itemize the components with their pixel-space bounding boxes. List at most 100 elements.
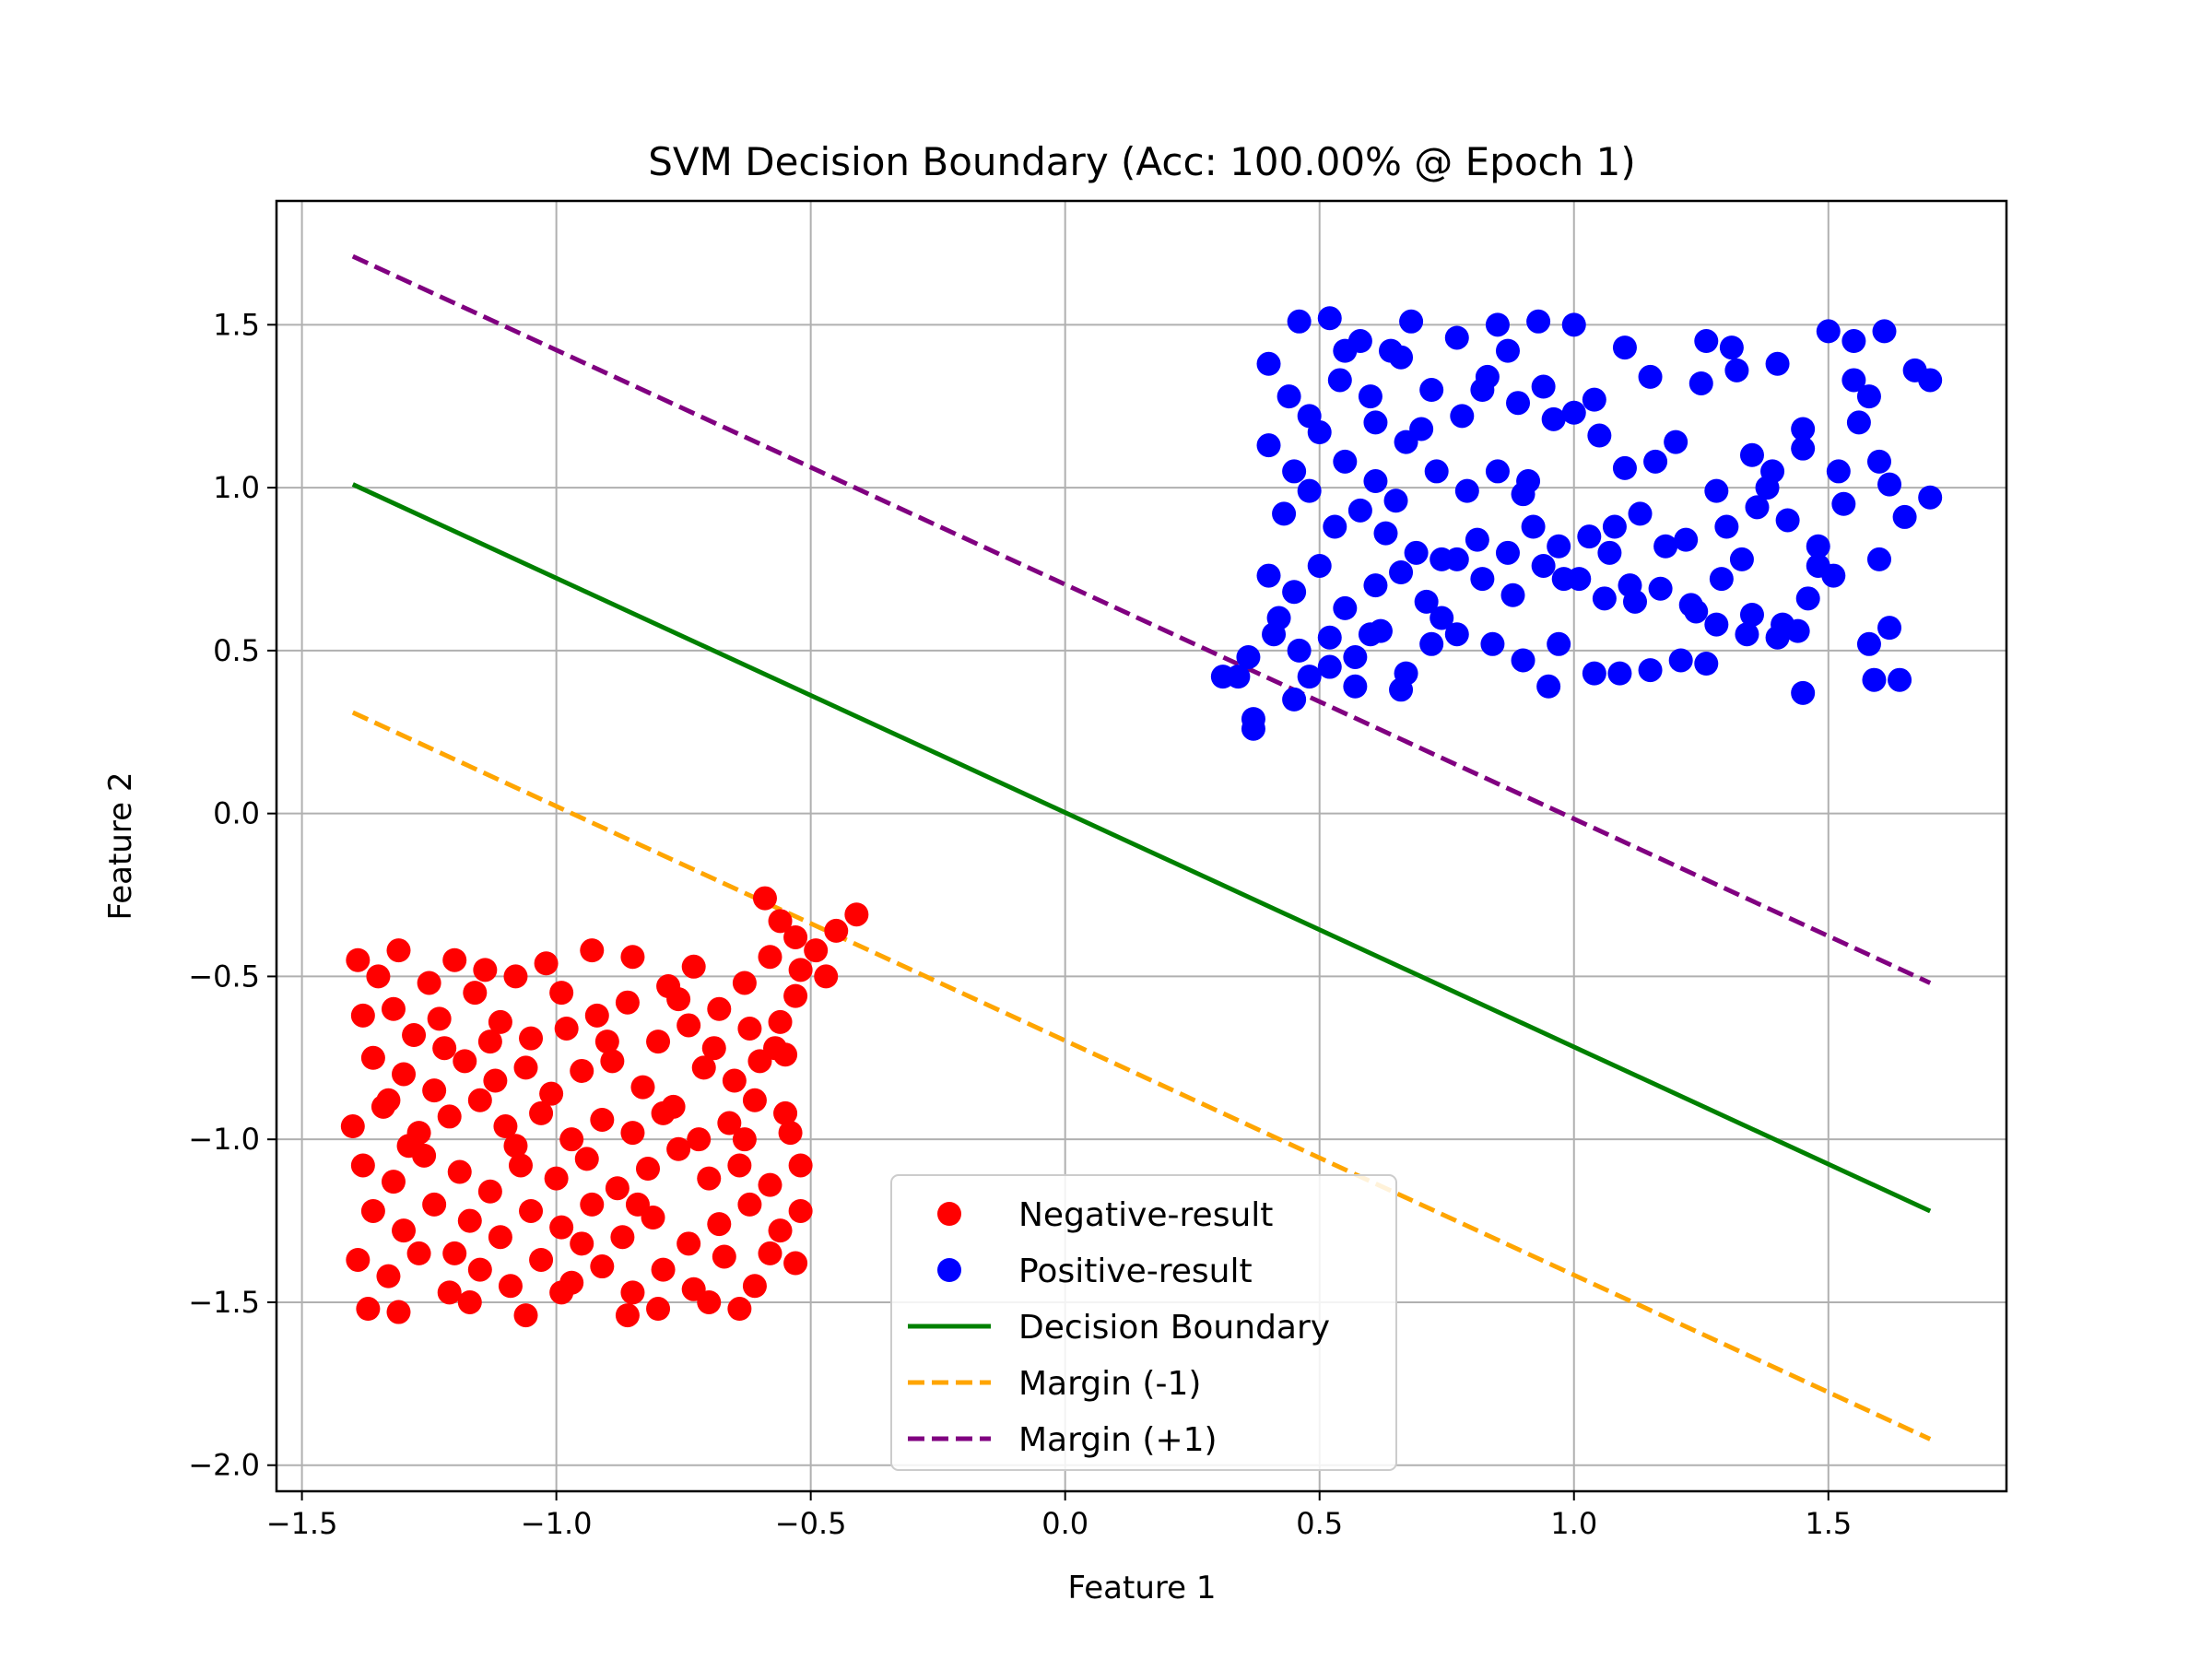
positive-result-point <box>1719 335 1744 360</box>
negative-result-point <box>437 1280 462 1305</box>
positive-result-point <box>1872 319 1897 344</box>
negative-result-point <box>712 1244 736 1269</box>
positive-result-point <box>1831 491 1856 516</box>
y-tick-label: −1.0 <box>188 1122 260 1157</box>
negative-result-point <box>356 1297 381 1322</box>
positive-result-point <box>1704 612 1729 637</box>
x-tick-label: 1.0 <box>1550 1506 1597 1541</box>
positive-result-point <box>1795 586 1820 611</box>
positive-result-point <box>1450 404 1475 429</box>
positive-result-point <box>1424 459 1449 484</box>
positive-result-point <box>1561 312 1586 337</box>
positive-result-point <box>1531 553 1556 578</box>
negative-result-point <box>580 1192 605 1217</box>
positive-result-point <box>1592 586 1617 611</box>
positive-result-point <box>1277 384 1301 409</box>
negative-result-point <box>707 1212 732 1237</box>
positive-result-point <box>1709 567 1734 592</box>
positive-result-point <box>1531 374 1556 399</box>
positive-result-point <box>1297 478 1322 503</box>
positive-result-point <box>1282 580 1307 605</box>
negative-result-point <box>747 1049 772 1074</box>
positive-result-point <box>1856 384 1881 409</box>
positive-result-point <box>1775 508 1800 533</box>
y-tick-label: 1.5 <box>213 307 260 342</box>
positive-result-point <box>1363 573 1388 598</box>
negative-result-point <box>350 1003 375 1028</box>
positive-result-point <box>1866 449 1891 474</box>
y-tick-label: 0.0 <box>213 796 260 831</box>
y-tick-label: 0.5 <box>213 633 260 668</box>
negative-result-point <box>463 981 488 1006</box>
negative-result-point <box>687 1127 712 1152</box>
x-axis-ticks: −1.5 −1.0 −0.5 0.0 0.5 1.0 1.5 <box>266 1491 1852 1541</box>
positive-result-point <box>1714 514 1739 539</box>
positive-result-point <box>1704 478 1729 503</box>
negative-result-point <box>620 1280 645 1305</box>
positive-result-point <box>1587 423 1612 448</box>
negative-result-point <box>727 1297 752 1322</box>
negative-result-point <box>488 1225 512 1250</box>
negative-result-point <box>437 1104 462 1129</box>
negative-result-point <box>600 1049 625 1074</box>
negative-result-point <box>727 1153 752 1178</box>
positive-result-point <box>1653 534 1678 559</box>
positive-result-point <box>1612 455 1637 480</box>
negative-result-point <box>620 945 645 970</box>
positive-result-point <box>1383 488 1408 513</box>
negative-result-point <box>646 1030 671 1054</box>
negative-result-point <box>386 1300 411 1324</box>
chart-title: SVM Decision Boundary (Acc: 100.00% @ Ep… <box>648 139 1635 184</box>
negative-result-point <box>722 1068 747 1093</box>
negative-result-point <box>737 1192 762 1217</box>
scatter-points <box>340 306 1943 1328</box>
positive-result-point <box>1389 560 1414 585</box>
positive-result-point <box>1791 417 1816 441</box>
negative-result-point <box>768 1218 793 1243</box>
negative-result-point <box>814 964 839 989</box>
negative-result-point <box>488 1009 512 1034</box>
positive-result-point <box>1785 618 1810 643</box>
negative-result-point <box>620 1121 645 1146</box>
y-tick-label: −1.5 <box>188 1285 260 1320</box>
positive-result-point <box>1480 631 1505 656</box>
positive-result-point <box>1511 482 1535 507</box>
negative-result-point <box>677 1013 701 1038</box>
positive-result-point <box>1404 540 1429 565</box>
positive-result-point <box>1791 436 1816 461</box>
positive-result-point <box>1684 599 1709 624</box>
positive-result-point <box>1297 665 1322 689</box>
positive-result-point <box>1521 514 1546 539</box>
positive-result-point <box>1622 589 1647 614</box>
negative-result-point <box>697 1166 722 1191</box>
negative-result-point <box>742 1274 767 1299</box>
negative-result-point <box>691 1055 716 1080</box>
positive-result-point <box>1888 667 1912 692</box>
negative-result-point <box>376 1264 401 1288</box>
positive-result-point <box>1307 420 1332 445</box>
positive-result-point <box>1791 680 1816 705</box>
positive-result-point <box>1419 378 1444 403</box>
negative-result-point <box>773 1042 798 1067</box>
decision-boundary-line <box>351 482 1932 1214</box>
negative-result-point <box>559 1127 584 1152</box>
negative-result-point <box>549 981 574 1006</box>
negative-result-point <box>483 1068 508 1093</box>
negative-result-point <box>366 964 391 989</box>
positive-result-point <box>1485 459 1510 484</box>
negative-result-point <box>360 1198 385 1223</box>
positive-result-point <box>1465 527 1489 552</box>
negative-result-point <box>554 1016 579 1041</box>
legend-label-margin-1: Margin (-1) <box>1018 1365 1201 1403</box>
positive-result-point <box>1511 648 1535 673</box>
positive-result-point <box>1236 644 1261 669</box>
y-axis-ticks: −2.0 −1.5 −1.0 −0.5 0.0 0.5 1.0 1.5 <box>188 307 276 1483</box>
negative-result-point <box>788 1198 813 1223</box>
positive-result-point <box>1399 309 1424 334</box>
positive-result-point <box>1333 449 1358 474</box>
positive-result-point <box>1470 567 1495 592</box>
negative-result-point <box>340 1114 365 1139</box>
negative-result-point <box>519 1026 544 1051</box>
positive-result-point <box>1816 319 1841 344</box>
negative-result-point <box>386 938 411 963</box>
